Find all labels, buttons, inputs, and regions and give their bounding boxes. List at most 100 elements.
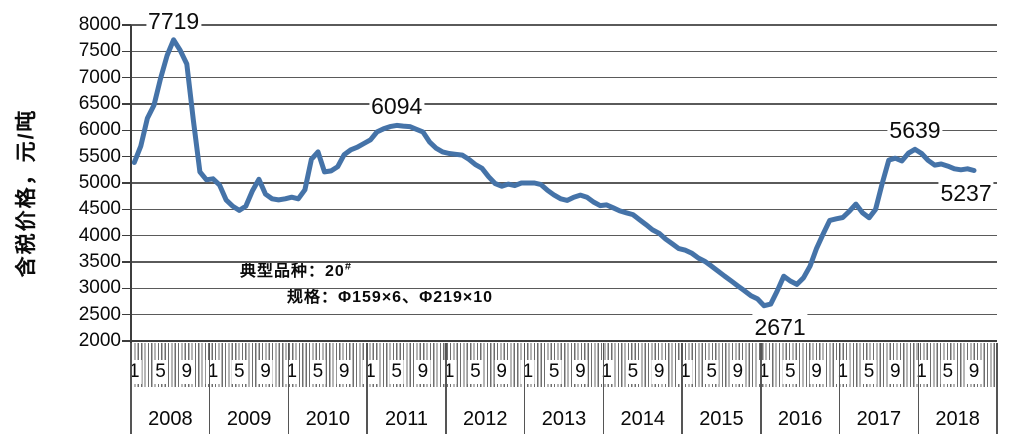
y-tick-mark [122, 24, 131, 26]
x-month-label: 9 [966, 360, 982, 384]
x-month-label: 1 [126, 360, 142, 384]
year-separator [208, 343, 211, 434]
x-year-label: 2017 [856, 408, 902, 430]
x-year-label: 2011 [385, 408, 429, 430]
x-month-label: 1 [441, 360, 457, 384]
y-tick-label: 7500 [78, 40, 121, 62]
x-month-label: 1 [678, 360, 693, 384]
gridline [131, 103, 997, 105]
year-separator [130, 343, 132, 434]
year-separator [366, 343, 368, 434]
data-label-6094: 6094 [369, 93, 425, 120]
gridline [131, 182, 997, 184]
x-month-label: 5 [546, 360, 562, 384]
y-tick-mark [122, 287, 131, 290]
year-separator [523, 343, 526, 434]
x-year-label: 2016 [777, 408, 823, 430]
x-year-label: 2013 [541, 408, 587, 430]
y-tick-label: 2500 [78, 303, 121, 325]
x-month-label: 1 [520, 360, 536, 384]
y-axis-line [130, 25, 132, 343]
y-tick-label: 4000 [78, 224, 121, 246]
y-tick-label: 7000 [78, 66, 121, 88]
x-year-label: 2008 [148, 408, 193, 430]
data-label-5237: 5237 [938, 179, 994, 206]
x-month-label: 9 [573, 360, 588, 384]
year-separator [760, 343, 762, 434]
y-axis-title: 含税价格，元/吨 [15, 108, 38, 278]
y-tick-mark [122, 234, 131, 237]
x-month-label: 5 [389, 360, 404, 384]
note-typical-grade-text: 典型品种：20 [240, 263, 345, 280]
y-tick-label: 3000 [78, 277, 121, 299]
month-tick-marks [131, 343, 997, 387]
gridline [131, 261, 997, 263]
y-tick-mark [122, 208, 131, 211]
x-month-label: 1 [914, 360, 929, 384]
gridline [131, 208, 997, 211]
y-tick-mark [122, 313, 131, 316]
x-month-label: 9 [179, 360, 195, 384]
x-month-label: 5 [861, 360, 877, 384]
x-month-label: 1 [363, 360, 378, 384]
gridline [131, 234, 997, 237]
y-tick-mark [122, 155, 131, 158]
x-month-label: 9 [258, 360, 273, 384]
year-separator [445, 343, 447, 434]
x-axis-line [131, 340, 997, 342]
x-month-label: 9 [336, 360, 352, 384]
y-tick-mark [122, 129, 131, 132]
x-year-label: 2015 [699, 408, 744, 430]
gridline [131, 50, 997, 53]
x-year-label: 2018 [935, 408, 980, 430]
y-tick-mark [122, 50, 131, 53]
y-tick-label: 6500 [78, 93, 121, 114]
x-month-label: 5 [468, 360, 483, 384]
x-year-label: 2014 [620, 408, 665, 430]
data-label-2671: 2671 [752, 313, 808, 340]
x-month-label: 1 [599, 360, 614, 384]
y-tick-mark [122, 182, 131, 184]
gridline [131, 24, 997, 26]
x-month-label: 5 [625, 360, 641, 384]
x-month-label: 1 [205, 360, 221, 384]
gridline [131, 313, 997, 316]
x-month-label: 5 [940, 360, 956, 384]
year-separator [602, 343, 605, 434]
year-separator [681, 343, 683, 434]
y-tick-label: 5000 [78, 172, 121, 193]
y-tick-label: 4500 [78, 198, 121, 220]
y-tick-mark [122, 103, 131, 105]
gridline [131, 155, 997, 158]
x-month-label: 9 [888, 360, 903, 384]
data-label-5639: 5639 [887, 117, 943, 144]
x-month-label: 9 [494, 360, 509, 384]
x-month-label: 5 [231, 360, 247, 384]
y-tick-mark [122, 76, 131, 79]
y-tick-label: 3500 [78, 251, 121, 272]
x-month-label: 5 [704, 360, 719, 384]
x-month-label: 9 [651, 360, 667, 384]
y-tick-mark [122, 340, 131, 342]
year-separator [917, 343, 920, 434]
gridline [131, 129, 997, 132]
x-month-label: 9 [809, 360, 824, 384]
x-month-label: 1 [835, 360, 851, 384]
x-month-label: 1 [284, 360, 300, 384]
y-tick-mark [122, 261, 131, 263]
x-year-label: 2010 [305, 408, 351, 430]
gridline [131, 287, 997, 290]
year-separator [838, 343, 841, 434]
x-month-label: 5 [153, 360, 168, 384]
year-separator [287, 343, 290, 434]
y-tick-label: 6000 [78, 119, 121, 141]
x-month-label: 9 [730, 360, 746, 384]
x-year-label: 2012 [463, 408, 508, 430]
y-tick-label: 2000 [78, 330, 121, 351]
x-year-label: 2009 [226, 408, 272, 430]
year-separator [996, 343, 998, 434]
gridline [131, 76, 997, 79]
data-label-7719: 7719 [146, 7, 202, 34]
x-month-label: 5 [783, 360, 798, 384]
